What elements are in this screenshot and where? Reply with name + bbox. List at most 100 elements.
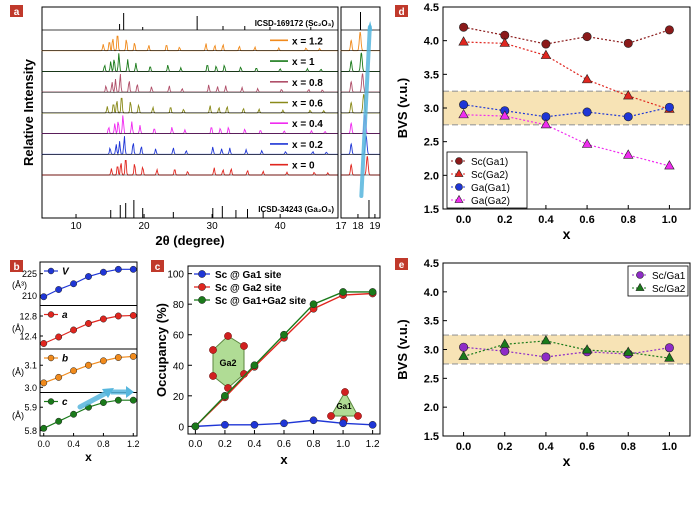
bvs-point <box>499 37 510 47</box>
lattice-point <box>85 273 92 280</box>
xrd-zoom-pattern <box>340 73 380 93</box>
x-tick-label: 0.6 <box>579 214 594 226</box>
bvs-line <box>463 346 670 358</box>
x-tick-label: 10 <box>70 221 82 232</box>
lattice-point <box>70 280 78 288</box>
panel-letter-a: a <box>14 7 20 18</box>
bvs-point <box>581 138 593 148</box>
occupancy-point <box>309 416 318 425</box>
xrd-zoom-pattern <box>341 156 380 176</box>
lattice-point <box>99 399 107 406</box>
legend-label: Ga(Ga1) <box>471 183 510 194</box>
panel-tag-a <box>10 5 23 17</box>
x-tick-label: 0.6 <box>277 439 291 450</box>
x-tick-label: 0.8 <box>97 439 110 449</box>
bvs-point <box>459 22 469 32</box>
bvs-point <box>541 39 551 49</box>
lattice-point <box>55 417 63 425</box>
x-tick-label: 30 <box>207 221 219 232</box>
occupancy-point <box>191 422 200 431</box>
label-ga2: Ga2 <box>219 358 236 368</box>
lattice-point <box>129 312 137 319</box>
y-tick-label: 12.4 <box>19 332 37 342</box>
oxygen-atom <box>224 332 232 340</box>
x-tick-label: 0.4 <box>538 214 554 226</box>
legend-label: Sc(Ga1) <box>471 157 508 168</box>
lattice-point <box>99 315 107 323</box>
y-tick-label: 225 <box>22 269 37 279</box>
y-tick-label: 3.0 <box>424 345 439 357</box>
bvs-point <box>664 352 675 362</box>
bvs-point <box>540 49 552 59</box>
lattice-subplot-frame <box>39 348 138 393</box>
occupancy-point <box>250 420 259 429</box>
lattice-point <box>99 357 107 365</box>
bvs-point <box>459 100 469 110</box>
bvs-point <box>540 335 552 345</box>
legend-label: x = 1.2 <box>292 36 323 47</box>
x-tick-label: 0.4 <box>538 441 554 453</box>
occupancy-point <box>368 420 377 429</box>
lattice-point <box>114 312 122 320</box>
lattice-point <box>114 354 122 361</box>
lattice-point <box>70 326 78 334</box>
lattice-point <box>70 367 78 375</box>
occupancy-point <box>250 361 259 370</box>
lattice-point <box>55 373 63 381</box>
occupancy-point <box>339 288 347 296</box>
xrd-zoom-pattern <box>340 31 380 52</box>
x-tick-label: 1.0 <box>662 214 677 226</box>
y-tick-label: 210 <box>22 291 37 301</box>
lattice-legend-marker <box>47 311 55 318</box>
y-tick-label: 4.0 <box>424 287 439 299</box>
legend-marker <box>455 183 463 191</box>
y-axis-title: Relative Intensity <box>21 58 36 166</box>
legend-marker <box>198 296 206 304</box>
legend-marker <box>454 194 464 203</box>
x-tick-label: 0.0 <box>188 439 202 450</box>
bvs-point <box>664 102 674 112</box>
x-tick-label: 1.2 <box>366 439 380 450</box>
oxygen-atom <box>240 342 248 350</box>
y-tick-label: 3.1 <box>24 361 37 371</box>
ideal-band <box>443 91 690 125</box>
lattice-legend-label: b <box>62 354 68 365</box>
ref-label-top: ICSD-169172 (Sc₂O₃) <box>255 19 335 28</box>
x-axis-title: x <box>563 453 571 469</box>
y-tick-label: 12.8 <box>19 312 37 322</box>
bvs-point <box>499 338 510 348</box>
lattice-legend-marker <box>47 354 55 362</box>
y-tick-label: 3.5 <box>424 69 439 81</box>
panel-tag-b <box>10 260 23 272</box>
lattice-point <box>129 396 137 404</box>
y-tick-label: 80 <box>173 300 185 311</box>
bvs-line <box>463 340 670 359</box>
b-arrowhead-flat <box>126 386 134 398</box>
oxygen-atom <box>341 388 349 396</box>
oxygen-atom <box>209 346 217 354</box>
bvs-point <box>458 36 469 46</box>
y-axis-title: BVS (v.u.) <box>395 319 410 379</box>
x-axis-title: x <box>563 226 571 242</box>
legend-box <box>627 265 689 297</box>
lattice-point <box>40 340 48 347</box>
y-tick-label: 4.5 <box>424 258 439 270</box>
y-tick-label: 20 <box>173 392 185 403</box>
legend-label: Sc/Ga1 <box>652 271 686 282</box>
y-tick-label: 4.5 <box>424 2 439 14</box>
y-tick-label: 1.5 <box>424 431 439 443</box>
tetrahedron-ga1 <box>330 390 359 417</box>
xrd-zoom-pattern <box>340 52 380 72</box>
x-tick-label: 0.0 <box>37 439 50 449</box>
legend-label: x = 0 <box>292 161 315 172</box>
legend-label: Ga(Ga2) <box>471 196 510 207</box>
occupancy-point <box>221 420 229 429</box>
occupancy-point <box>221 391 229 400</box>
y-tick-label: 100 <box>167 270 184 281</box>
bvs-line <box>463 104 670 118</box>
lattice-legend-label: V <box>62 267 70 278</box>
bvs-point <box>541 352 551 362</box>
oxygen-atom <box>209 372 217 380</box>
y-tick-label: 1.5 <box>424 204 439 216</box>
xrd-zoom-pattern <box>340 114 380 135</box>
